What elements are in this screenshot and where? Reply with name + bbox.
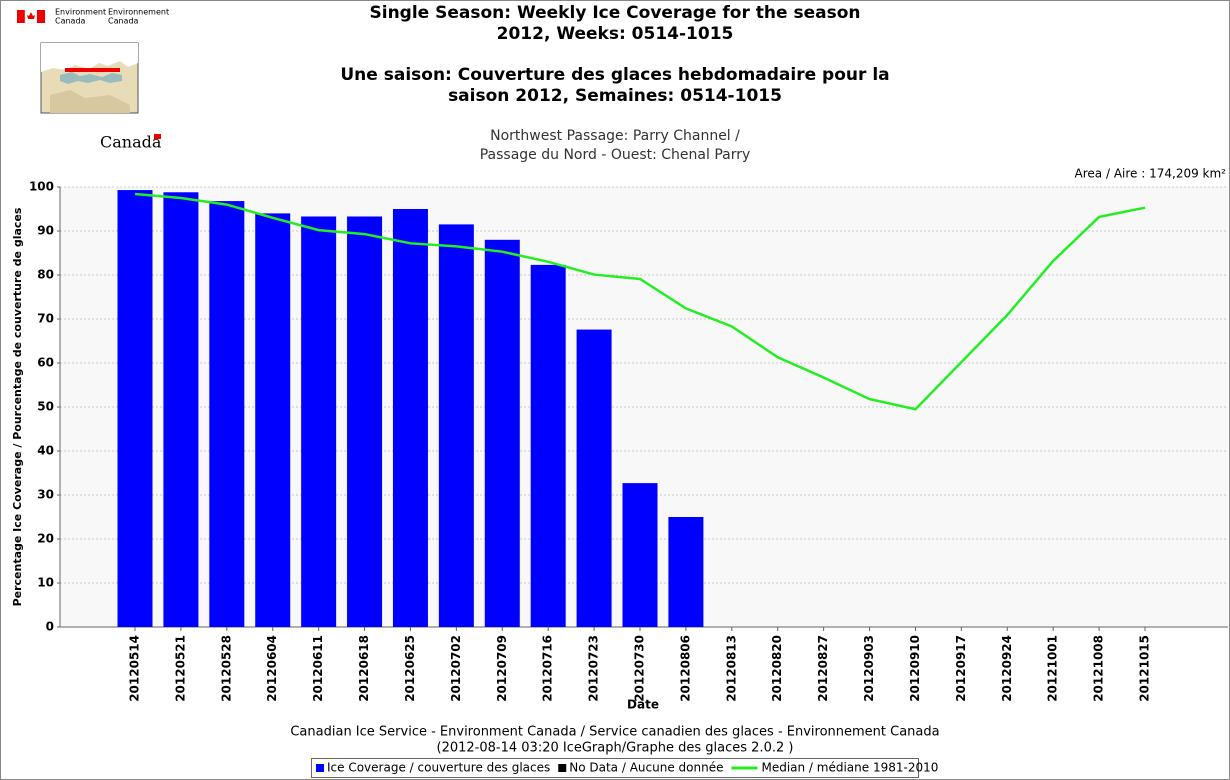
x-tick-label: 20120716 bbox=[541, 635, 555, 702]
chart-title: Une saison: Couverture des glaces hebdom… bbox=[340, 65, 889, 85]
legend-swatch bbox=[316, 764, 324, 772]
x-tick-label: 20120514 bbox=[128, 635, 142, 702]
line bbox=[134, 192, 1146, 411]
x-tick-label: 20121001 bbox=[1046, 635, 1060, 702]
y-tick-label: 90 bbox=[37, 224, 54, 238]
x-tick-label: 20120813 bbox=[724, 635, 738, 702]
x-tick-label: 20120618 bbox=[357, 635, 371, 702]
wordmark: Canada bbox=[100, 133, 162, 152]
legend bbox=[311, 758, 919, 778]
bar bbox=[117, 190, 153, 627]
x-tick-label: 20120827 bbox=[816, 635, 830, 702]
subtitle: Northwest Passage: Parry Channel / bbox=[490, 128, 740, 144]
x-tick-label: 20120625 bbox=[403, 635, 417, 702]
x-tick-label: 20120806 bbox=[678, 635, 692, 702]
chart-title: 2012, Weeks: 0514-1015 bbox=[497, 24, 734, 44]
legend-label: Median / médiane 1981-2010 bbox=[761, 761, 938, 775]
x-tick-label: 20120604 bbox=[265, 635, 279, 702]
bar bbox=[347, 216, 383, 628]
x-tick-label: 20120917 bbox=[954, 635, 968, 702]
y-tick-label: 30 bbox=[37, 488, 54, 502]
agency-text: Environnement bbox=[108, 8, 169, 17]
x-tick-label: 20120924 bbox=[1000, 635, 1014, 702]
x-tick-label: 20120903 bbox=[862, 635, 876, 702]
x-tick-label: 20120611 bbox=[311, 635, 325, 702]
chart-title: Single Season: Weekly Ice Coverage for t… bbox=[370, 3, 861, 23]
y-tick-label: 100 bbox=[29, 180, 54, 194]
bar bbox=[209, 201, 245, 627]
bar bbox=[668, 517, 704, 627]
bar bbox=[301, 216, 337, 628]
bar bbox=[484, 239, 520, 628]
agency-text: Environment bbox=[55, 8, 106, 17]
x-tick-label: 20120528 bbox=[219, 635, 233, 702]
x-tick-label: 20121015 bbox=[1138, 635, 1152, 702]
annotation: Area / Aire : 174,209 km² bbox=[1075, 167, 1227, 181]
y-tick-label: 20 bbox=[37, 532, 54, 546]
bar bbox=[255, 213, 291, 627]
agency-text: Canada bbox=[55, 17, 86, 26]
y-tick-label: 60 bbox=[37, 356, 54, 370]
y-tick-label: 0 bbox=[46, 620, 54, 634]
footer: (2012-08-14 03:20 IceGraph/Graphe des gl… bbox=[437, 741, 794, 756]
bar bbox=[530, 264, 566, 627]
bar bbox=[438, 224, 474, 627]
y-tick-label: 10 bbox=[37, 576, 54, 590]
x-tick-label: 20120723 bbox=[587, 635, 601, 702]
bar bbox=[622, 483, 658, 627]
subtitle: Passage du Nord - Ouest: Chenal Parry bbox=[480, 147, 751, 163]
y-tick-label: 40 bbox=[37, 444, 54, 458]
bar bbox=[392, 209, 428, 627]
legend-label: Ice Coverage / couverture des glaces bbox=[327, 761, 550, 775]
x-tick-label: 20120702 bbox=[449, 635, 463, 702]
legend-swatch bbox=[558, 764, 567, 772]
y-tick-label: 70 bbox=[37, 312, 54, 326]
legend-label: No Data / Aucune donnée bbox=[569, 761, 723, 775]
footer: Canadian Ice Service - Environment Canad… bbox=[290, 725, 939, 740]
x-tick-label: 20120709 bbox=[495, 635, 509, 702]
x-tick-label: 20120820 bbox=[770, 635, 784, 702]
bar bbox=[576, 329, 612, 627]
y-tick-label: 50 bbox=[37, 400, 54, 414]
bar bbox=[163, 192, 199, 627]
x-tick-label: 20120730 bbox=[633, 635, 647, 702]
x-tick-label: 20120910 bbox=[908, 635, 922, 702]
y-axis-label: Percentage Ice Coverage / Pourcentage de… bbox=[11, 207, 24, 606]
y-tick-label: 80 bbox=[37, 268, 54, 282]
x-tick-label: 20121008 bbox=[1092, 635, 1106, 702]
chart-title: saison 2012, Semaines: 0514-1015 bbox=[448, 86, 782, 106]
logo: Environment Canada Environnement Canada … bbox=[17, 8, 169, 152]
agency-text: Canada bbox=[108, 17, 139, 26]
x-tick-label: 20120521 bbox=[173, 635, 187, 702]
x-axis-label: Date bbox=[627, 698, 659, 712]
